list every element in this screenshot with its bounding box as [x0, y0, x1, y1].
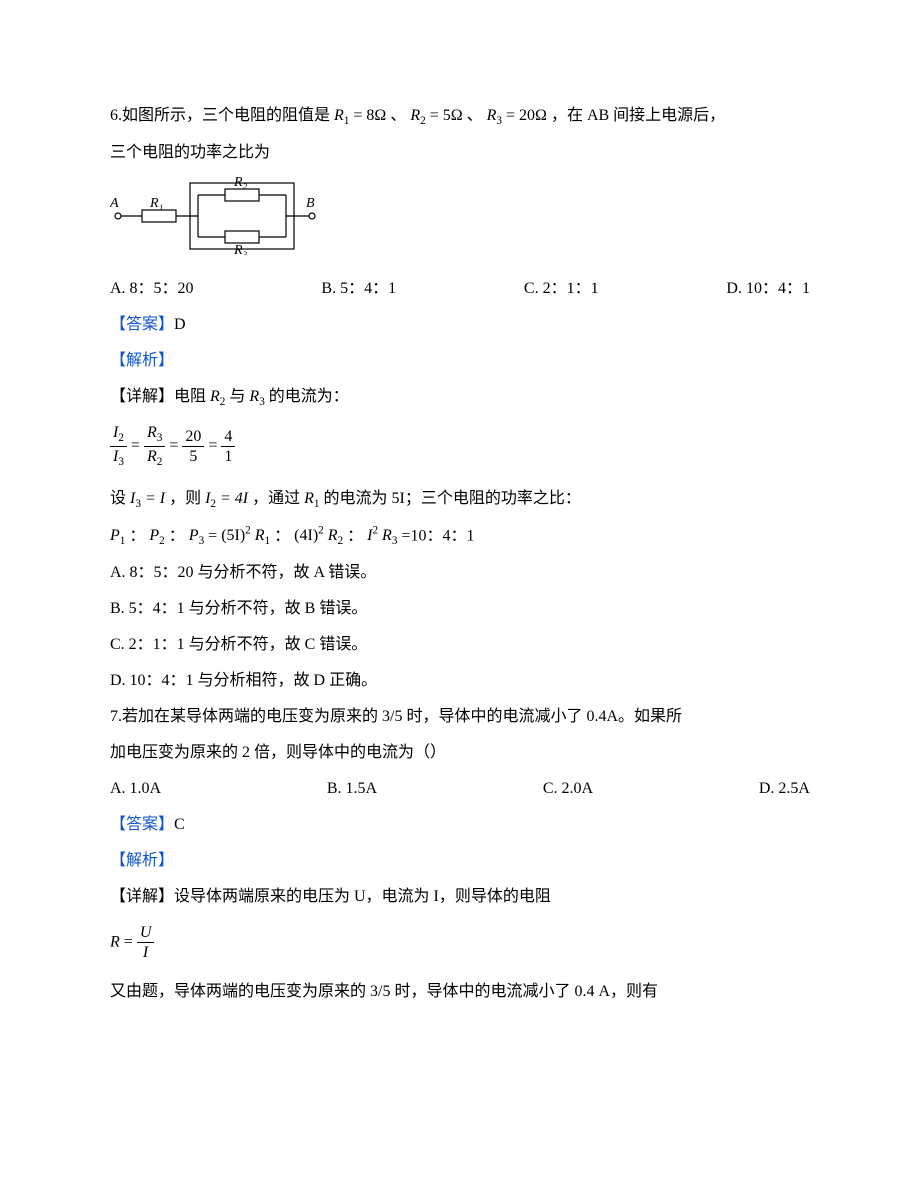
q6-options: A. 8：5：20 B. 5：4：1 C. 2：1：1 D. 10：4：1 [110, 273, 810, 305]
r3: R3 [487, 107, 502, 124]
q7-detail: 【详解】设导体两端原来的电压为 U，电流为 I，则导体的电阻 [110, 881, 810, 913]
q6-exp-a: A. 8：5：20 与分析不符，故 A 错误。 [110, 557, 810, 589]
svg-text:R₁: R₁ [149, 196, 163, 211]
circuit-diagram: A B R₁ R₂ R₃ [110, 177, 810, 267]
svg-text:B: B [306, 196, 315, 211]
sep1: 、 [390, 107, 406, 124]
q6-stem-line1: 6.如图所示，三个电阻的阻值是 R1 = 8Ω 、 R2 = 5Ω 、 R3 =… [110, 100, 810, 133]
q6-opt-a: A. 8：5：20 [110, 273, 194, 305]
q6-power-ratio: P1 ： P2 ： P3 = (5I)2 R1 ： (4I)2 R2 ： I2 … [110, 520, 810, 553]
q7-opt-a: A. 1.0A [110, 773, 161, 805]
svg-text:R₂: R₂ [233, 177, 248, 190]
q6-exp-b: B. 5：4：1 与分析不符，故 B 错误。 [110, 593, 810, 625]
r2: R2 [410, 107, 425, 124]
q6-stem-b: ，在 AB 间接上电源后， [551, 107, 725, 124]
q6-opt-b: B. 5：4：1 [321, 273, 396, 305]
q7-opt-b: B. 1.5A [327, 773, 377, 805]
r1: R1 [334, 107, 349, 124]
q6-set-line: 设 I3 = I ，则 I2 = 4I ，通过 R1 的电流为 5I；三个电阻的… [110, 483, 810, 516]
q7-opt-c: C. 2.0A [543, 773, 593, 805]
q7-answer: 【答案】C [110, 809, 810, 841]
r2-val: = 5Ω [430, 107, 463, 124]
q7-tail: 又由题，导体两端的电压变为原来的 3/5 时，导体中的电流减小了 0.4 A，则… [110, 976, 810, 1008]
q6-detail-intro: 【详解】电阻 R2 与 R3 的电流为： [110, 381, 810, 414]
svg-text:A: A [110, 196, 119, 211]
q7-stem-a: 7.若加在某导体两端的电压变为原来的 3/5 时，导体中的电流减小了 0.4A。… [110, 701, 810, 733]
q6-opt-d: D. 10：4：1 [726, 273, 810, 305]
q6-answer: 【答案】D [110, 309, 810, 341]
q6-opt-c: C. 2：1：1 [524, 273, 599, 305]
q6-exp-c: C. 2：1：1 与分析不符，故 C 错误。 [110, 629, 810, 661]
r3-val: = 20Ω [506, 107, 547, 124]
q7-stem-b: 加电压变为原来的 2 倍，则导体中的电流为（） [110, 737, 810, 769]
q6-stem-a: 6.如图所示，三个电阻的阻值是 [110, 107, 330, 124]
r1-val: = 8Ω [353, 107, 386, 124]
q7-options: A. 1.0A B. 1.5A C. 2.0A D. 2.5A [110, 773, 810, 805]
q6-exp-d: D. 10：4：1 与分析相符，故 D 正确。 [110, 665, 810, 697]
q6-stem-line2: 三个电阻的功率之比为 [110, 137, 810, 169]
svg-text:R₃: R₃ [233, 243, 248, 255]
q6-jiexi: 【解析】 [110, 345, 810, 377]
q7-opt-d: D. 2.5A [759, 773, 810, 805]
q6-current-ratio: I2 I3 = R3 R2 = 20 5 = 4 1 [110, 423, 810, 469]
q7-jiexi: 【解析】 [110, 845, 810, 877]
sep2: 、 [467, 107, 483, 124]
q7-r-eq: R = U I [110, 923, 810, 962]
